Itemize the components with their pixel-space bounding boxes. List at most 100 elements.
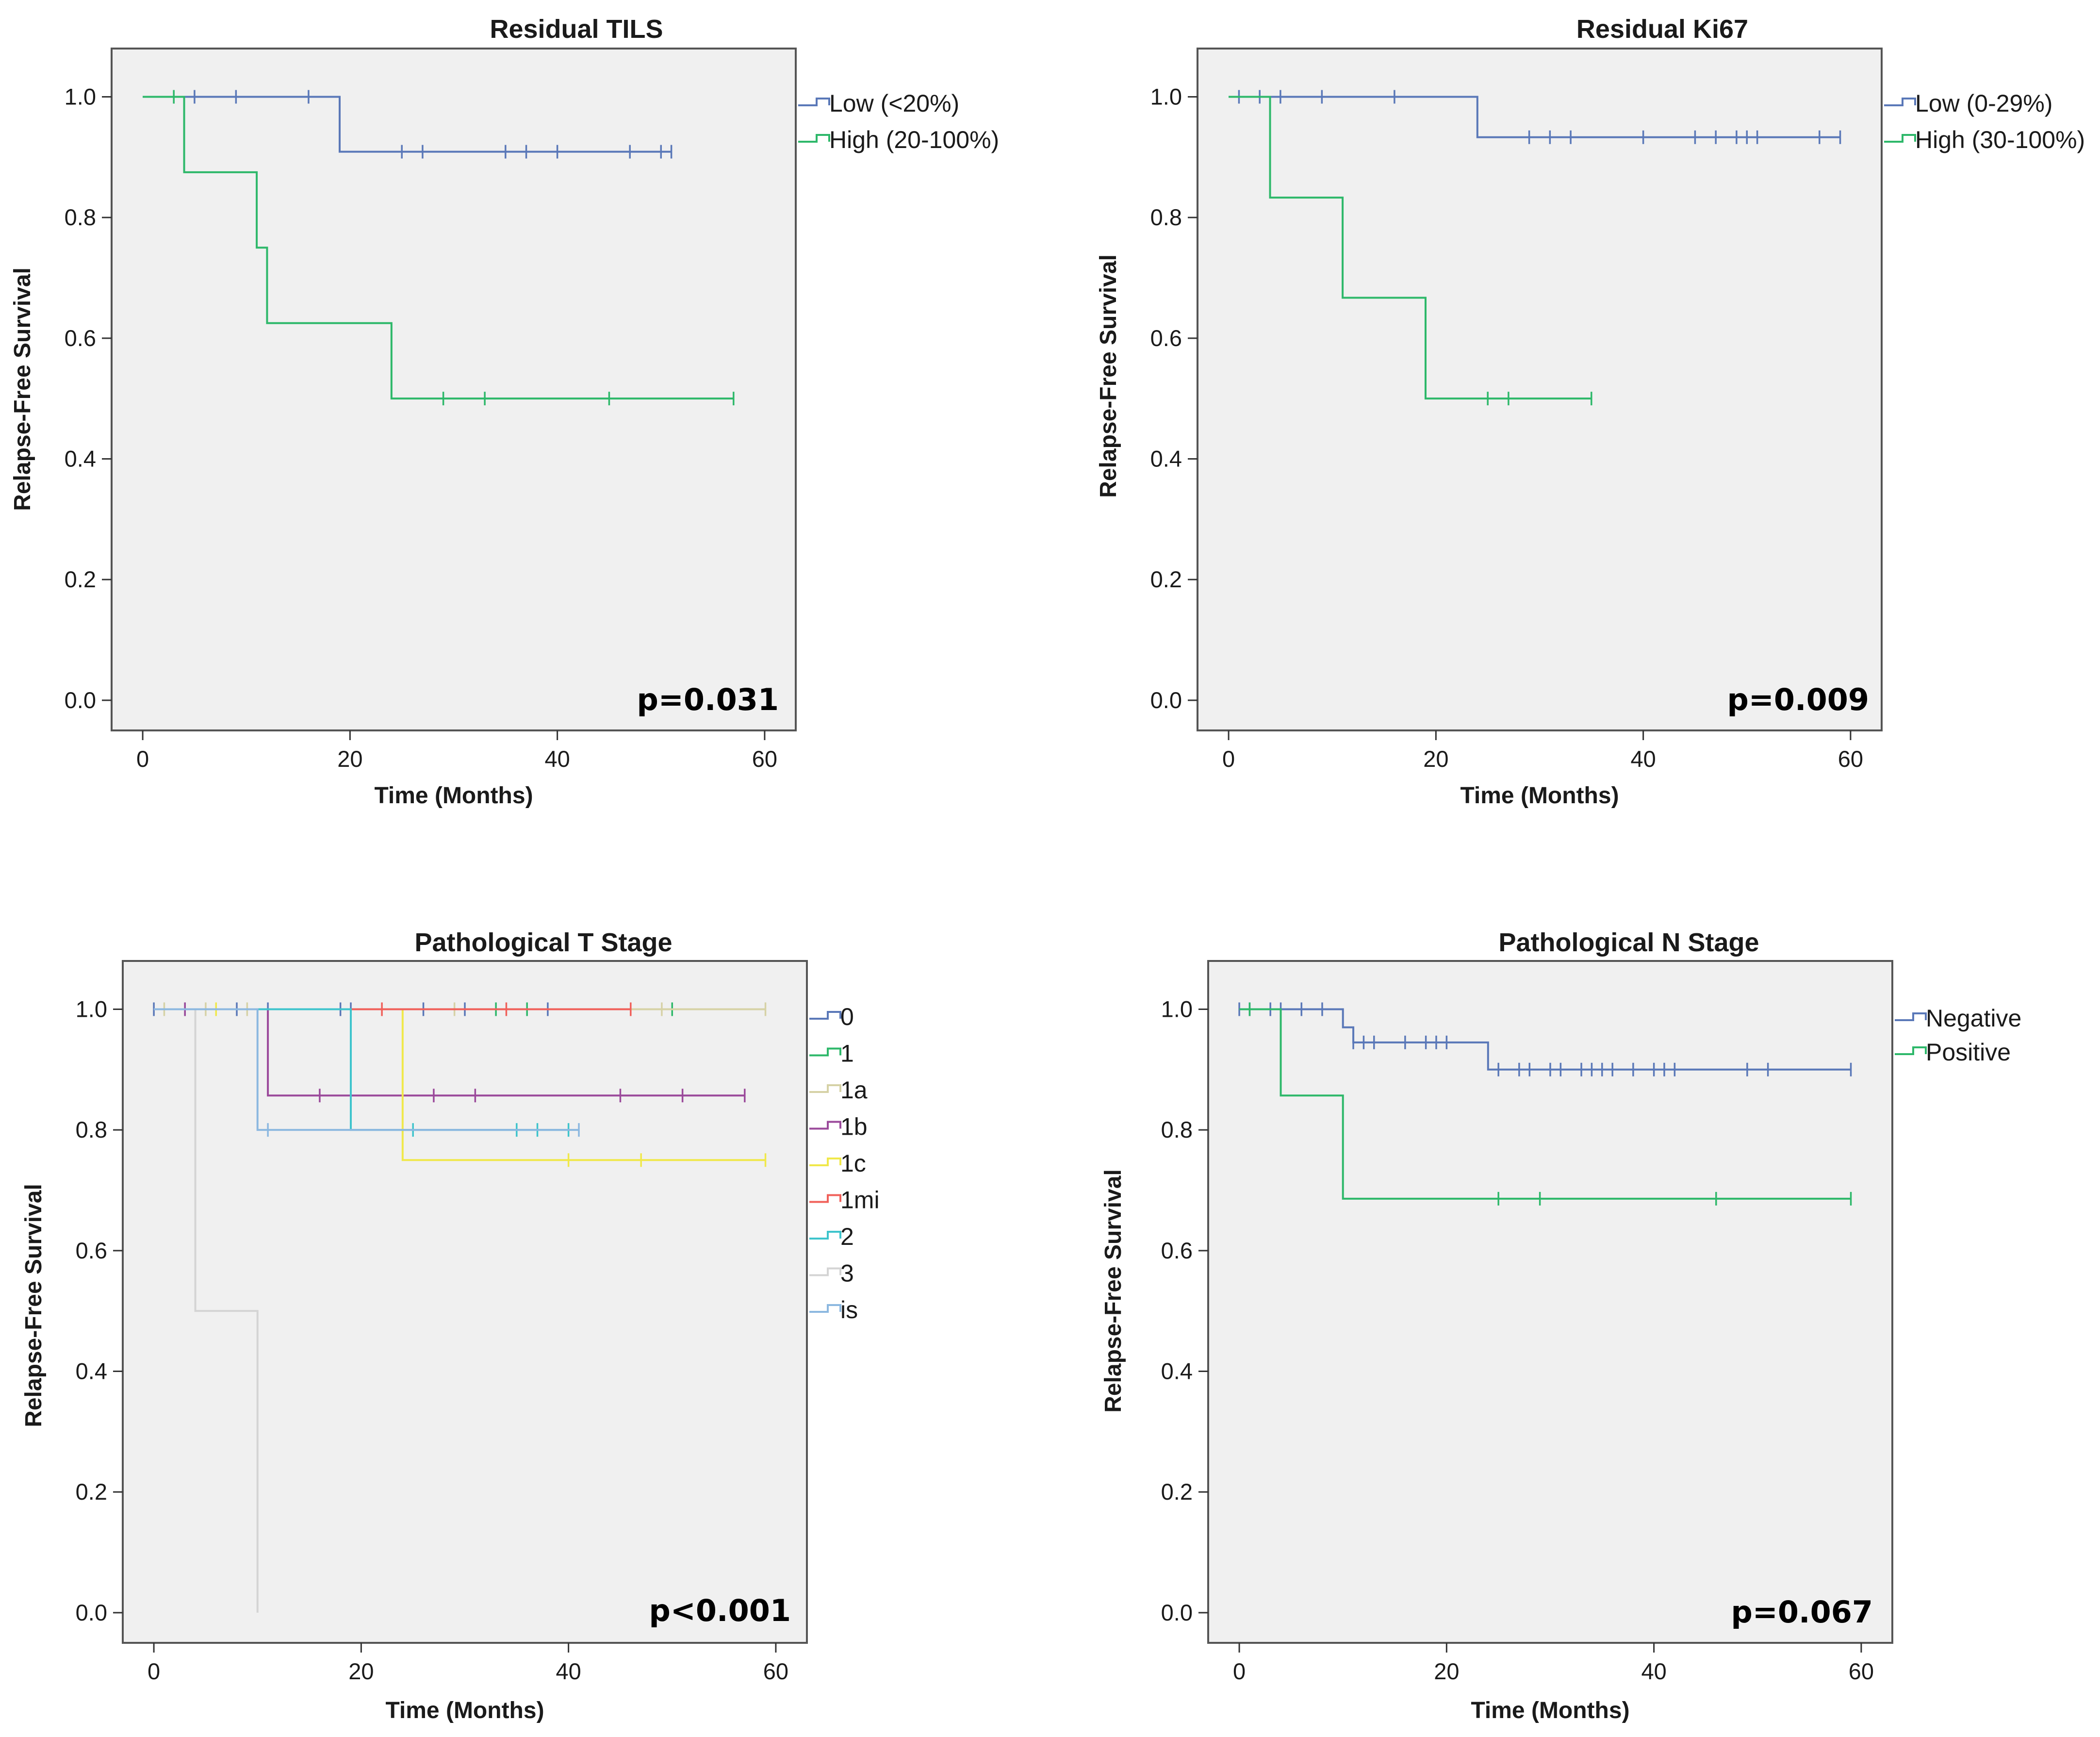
x-tick-label: 60 (763, 1658, 788, 1684)
legend-label: 1b (840, 1113, 868, 1141)
legend-item: 1mi (809, 1187, 880, 1214)
legend-item: 1c (809, 1150, 866, 1177)
legend-label: Negative (1926, 1005, 2021, 1032)
plot-area (122, 960, 808, 1644)
survival-curves (143, 90, 735, 406)
legend-item: Low (0-29%) (1884, 90, 2052, 117)
legend-item: 3 (809, 1260, 854, 1287)
y-tick-label: 0.2 (1161, 1479, 1193, 1505)
legend-item: 1a (809, 1076, 868, 1104)
legend-swatch (798, 98, 830, 106)
legend-item: 0 (809, 1003, 854, 1030)
legend-label: 1c (840, 1150, 866, 1177)
y-tick-label: 0.2 (1150, 566, 1182, 592)
plot-area (1197, 48, 1883, 731)
plot-area (111, 48, 797, 731)
y-tick-label: 0.8 (65, 204, 96, 230)
legend-swatch (809, 1011, 841, 1020)
chart-title: Pathological T Stage (414, 928, 672, 957)
x-tick-label: 0 (1222, 746, 1235, 772)
legend-label: High (20-100%) (829, 126, 999, 153)
y-tick-label: 0.8 (76, 1117, 107, 1142)
y-tick-label: 1.0 (65, 83, 96, 109)
series-high-20-100 (143, 90, 735, 406)
x-tick-label: 40 (1641, 1658, 1666, 1684)
x-tick-label: 0 (136, 746, 149, 772)
y-tick-label: 0.6 (1161, 1238, 1193, 1263)
legend-swatch (1895, 1012, 1927, 1021)
y-tick-label: 0.0 (1150, 687, 1182, 713)
legend-swatch (809, 1267, 841, 1276)
legend-item: 1 (809, 1040, 854, 1067)
legend-label: 1mi (840, 1187, 880, 1214)
y-tick-label: 0.8 (1161, 1117, 1193, 1142)
legend-label: Low (0-29%) (1915, 90, 2052, 117)
legend-item: Positive (1895, 1039, 2011, 1066)
legend-label: Low (<20%) (829, 90, 959, 117)
chart-title: Residual TILS (490, 15, 663, 44)
legend-item: is (809, 1296, 858, 1323)
y-tick-label: 0.6 (1150, 325, 1182, 351)
panel-pathological-t-stage: Pathological T Stage Time (Months) Relap… (21, 928, 880, 1723)
y-tick-label: 0.6 (76, 1238, 107, 1263)
x-axis-label: Time (Months) (385, 1698, 544, 1723)
x-tick-label: 0 (1233, 1658, 1246, 1684)
x-tick-label: 40 (1630, 746, 1656, 772)
y-tick-label: 1.0 (76, 996, 107, 1022)
legend-label: 1 (840, 1040, 854, 1067)
legend-label: 2 (840, 1223, 854, 1250)
axis-ticks: 0 20 40 60 0.0 0.2 0.4 0.6 0.8 1.0 (65, 83, 777, 772)
series-is (154, 1008, 580, 1137)
legend-item: 1b (809, 1113, 868, 1141)
panel-residual-tils: Residual TILS Time (Months) Relapse-Free… (10, 15, 999, 809)
series-high-30-100 (1229, 96, 1592, 406)
y-tick-label: 0.0 (76, 1600, 107, 1625)
legend-swatch (809, 1121, 841, 1130)
x-tick-label: 20 (1434, 1658, 1459, 1684)
y-axis-label: Relapse-Free Survival (1100, 1169, 1126, 1413)
y-tick-label: 0.4 (1150, 446, 1182, 471)
legend: Negative Positive (1895, 1005, 2021, 1066)
survival-curve (143, 96, 734, 400)
p-value-label: p<0.001 (649, 1593, 791, 1628)
legend-label: High (30-100%) (1915, 126, 2085, 153)
y-tick-label: 0.4 (76, 1358, 107, 1384)
p-value-label: p=0.067 (1731, 1594, 1873, 1630)
x-tick-label: 40 (544, 746, 570, 772)
x-tick-label: 20 (1423, 746, 1448, 772)
y-tick-label: 0.2 (76, 1479, 107, 1505)
x-tick-label: 60 (752, 746, 777, 772)
survival-curve (154, 1008, 579, 1131)
x-axis-label: Time (Months) (1471, 1698, 1629, 1723)
legend-swatch (1895, 1046, 1927, 1055)
axis-ticks: 0 20 40 60 0.0 0.2 0.4 0.6 0.8 1.0 (1161, 996, 1874, 1684)
legend-swatch (798, 134, 830, 143)
legend: Low (<20%) High (20-100%) (798, 90, 999, 153)
series-positive (1239, 1002, 1852, 1206)
axis-ticks: 0 20 40 60 0.0 0.2 0.4 0.6 0.8 1.0 (1150, 83, 1863, 772)
y-tick-label: 0.0 (65, 687, 96, 713)
axis-ticks: 0 20 40 60 0.0 0.2 0.4 0.6 0.8 1.0 (76, 996, 788, 1684)
y-tick-label: 0.0 (1161, 1600, 1193, 1625)
y-axis-label: Relapse-Free Survival (21, 1184, 47, 1427)
x-tick-label: 60 (1849, 1658, 1874, 1684)
survival-curve (1229, 96, 1840, 138)
legend-label: 1a (840, 1076, 868, 1104)
series-low-20 (143, 90, 673, 159)
legend-swatch (809, 1194, 841, 1203)
legend-label: 3 (840, 1260, 854, 1287)
y-tick-label: 1.0 (1150, 83, 1182, 109)
legend-label: is (840, 1296, 858, 1323)
survival-curves (153, 1002, 767, 1613)
survival-curves (1229, 90, 1841, 406)
x-tick-label: 20 (337, 746, 362, 772)
series-low-0-29 (1229, 90, 1841, 144)
legend-item: High (20-100%) (798, 126, 999, 153)
x-tick-label: 60 (1838, 746, 1863, 772)
survival-curve (1229, 96, 1591, 400)
survival-curve (1239, 1008, 1851, 1200)
x-tick-label: 20 (348, 1658, 374, 1684)
y-tick-label: 1.0 (1161, 996, 1193, 1022)
y-tick-label: 0.6 (65, 325, 96, 351)
